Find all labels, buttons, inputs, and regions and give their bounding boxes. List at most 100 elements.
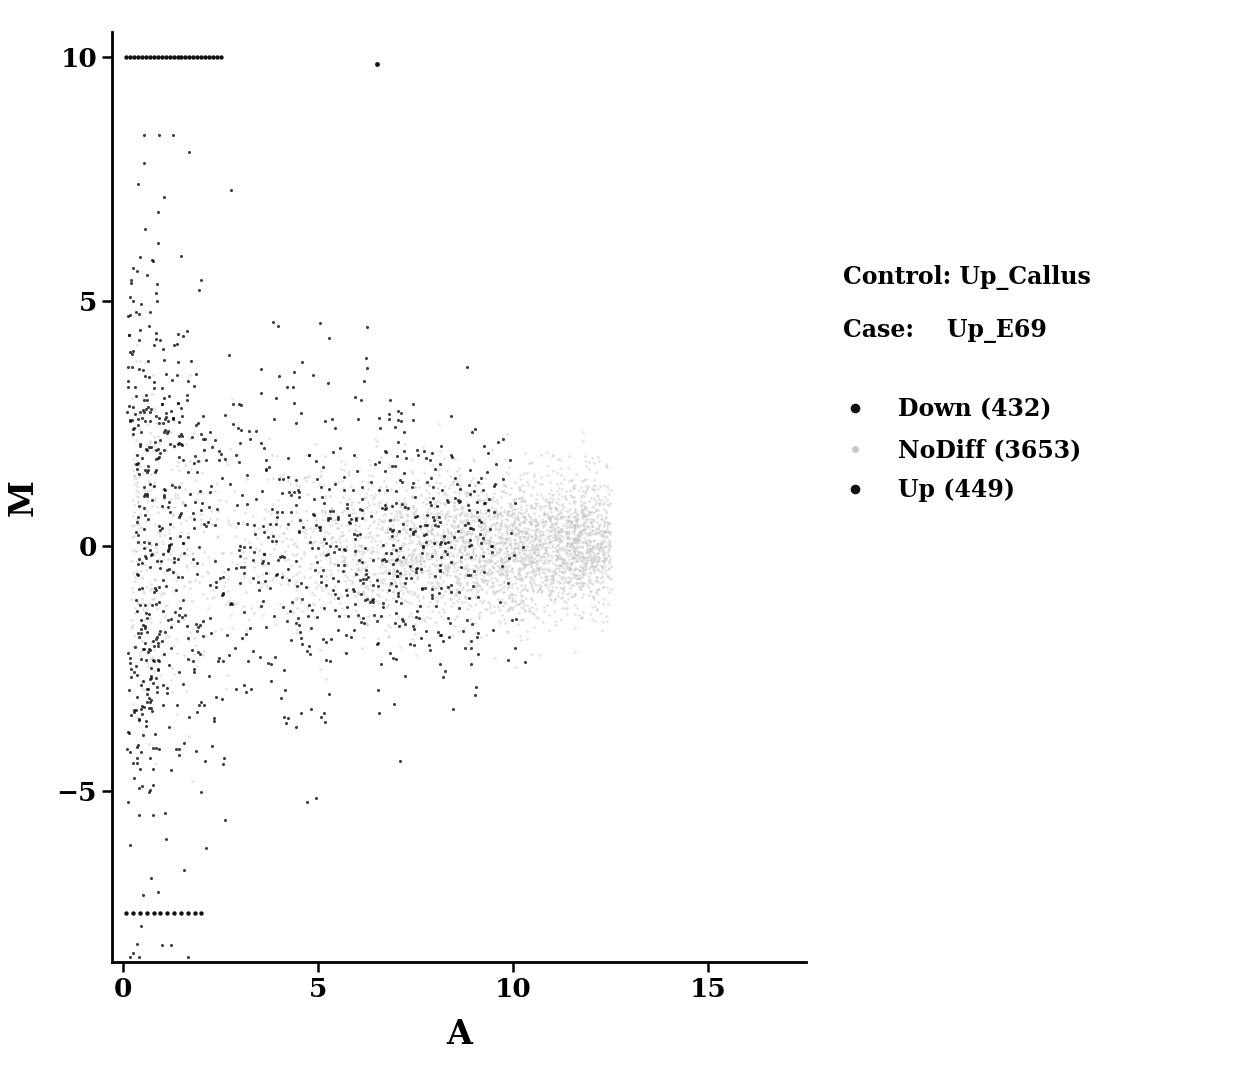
Point (372, 582, 392, 599)
Point (598, 578, 618, 595)
Point (477, 593, 497, 610)
Point (458, 510, 477, 527)
Point (543, 572, 563, 589)
Point (512, 483, 532, 500)
Point (596, 502, 616, 520)
Point (379, 628, 399, 645)
Point (330, 528, 350, 545)
Point (325, 601, 345, 618)
Point (518, 539, 538, 556)
Point (434, 494, 454, 511)
Point (153, 341, 172, 358)
Point (565, 533, 585, 551)
Point (564, 543, 584, 560)
Point (497, 542, 517, 559)
Point (507, 538, 527, 555)
Point (164, 638, 184, 655)
Point (185, 661, 205, 678)
Point (145, 543, 165, 560)
Point (357, 590, 377, 607)
Point (260, 655, 280, 672)
Point (130, 420, 150, 437)
Point (584, 547, 604, 564)
Point (413, 539, 433, 556)
Point (254, 523, 274, 540)
Point (575, 557, 595, 574)
Point (563, 538, 583, 555)
Point (515, 602, 534, 619)
Point (482, 574, 502, 591)
Point (156, 597, 176, 614)
Point (425, 532, 445, 549)
Point (435, 594, 455, 611)
Point (574, 574, 594, 591)
Point (161, 639, 181, 656)
Point (192, 628, 212, 645)
Point (388, 523, 408, 540)
Point (600, 539, 620, 556)
Point (496, 548, 516, 566)
Point (181, 353, 201, 370)
Point (135, 485, 155, 502)
Point (596, 458, 616, 475)
Point (583, 522, 603, 539)
Point (567, 508, 587, 525)
Point (538, 509, 558, 526)
Point (536, 560, 556, 577)
Point (128, 417, 148, 434)
Point (279, 538, 299, 555)
Point (123, 755, 143, 772)
Point (500, 599, 520, 616)
Point (423, 509, 443, 526)
Point (560, 557, 580, 574)
Point (336, 539, 356, 556)
Point (382, 551, 402, 568)
Point (134, 611, 154, 629)
Point (339, 463, 358, 480)
Point (567, 532, 587, 549)
Point (515, 559, 534, 576)
Point (444, 494, 464, 511)
Point (352, 583, 372, 600)
Point (378, 597, 398, 614)
Point (404, 516, 424, 533)
Point (521, 516, 541, 533)
Point (188, 484, 208, 501)
Point (218, 511, 238, 528)
Point (150, 556, 170, 573)
Point (401, 559, 420, 576)
Point (569, 606, 589, 623)
Point (387, 508, 407, 525)
Point (505, 534, 525, 552)
Point (580, 583, 600, 600)
Point (453, 623, 472, 640)
Point (134, 482, 154, 499)
Point (536, 512, 556, 529)
Point (587, 525, 606, 542)
Point (494, 430, 513, 447)
Point (506, 574, 526, 591)
Point (518, 506, 538, 523)
Point (141, 400, 161, 417)
Point (404, 542, 424, 559)
Point (320, 561, 340, 578)
Point (575, 521, 595, 538)
Point (547, 559, 567, 576)
Point (594, 513, 614, 530)
Point (463, 511, 482, 528)
Point (350, 517, 370, 534)
Point (502, 547, 522, 564)
Point (521, 540, 541, 557)
Point (401, 604, 420, 621)
Point (386, 604, 405, 621)
Point (583, 539, 603, 556)
Point (492, 590, 512, 607)
Point (244, 554, 264, 571)
Point (208, 502, 228, 520)
Point (305, 520, 325, 537)
Point (126, 667, 146, 684)
Point (598, 480, 618, 497)
Point (596, 529, 616, 546)
Point (508, 523, 528, 540)
Point (134, 602, 154, 619)
